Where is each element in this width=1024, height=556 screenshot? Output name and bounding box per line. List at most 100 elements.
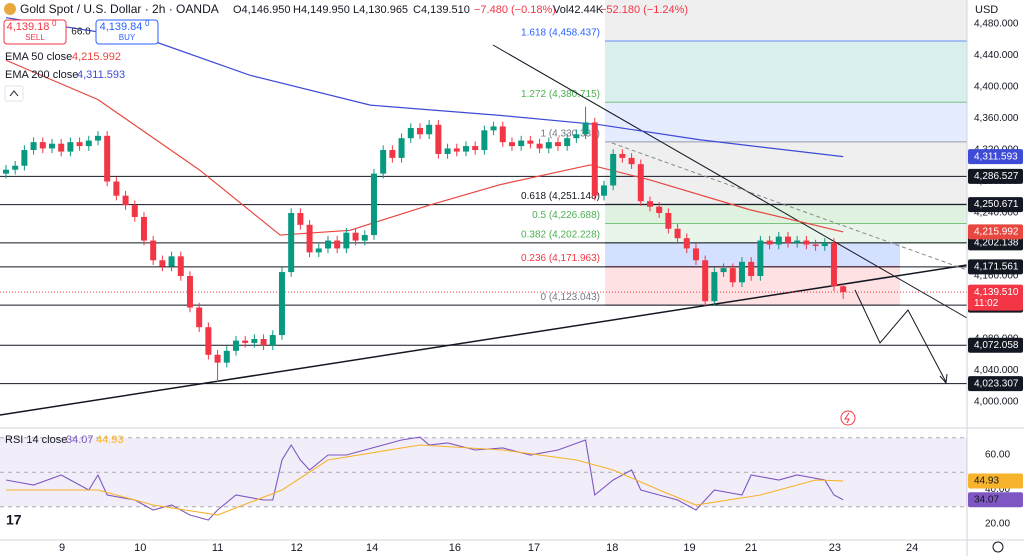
candle-body xyxy=(251,339,258,343)
alert-glyph[interactable] xyxy=(844,412,850,424)
candle-body xyxy=(242,340,249,343)
candle-body xyxy=(113,181,120,196)
x-tick-label: 24 xyxy=(906,542,918,554)
rsi-group xyxy=(0,436,967,521)
sell-sup[interactable]: 0 xyxy=(52,19,57,28)
y-tick-label: 4,040.000 xyxy=(974,365,1019,376)
rsi-line xyxy=(5,436,844,521)
candle-body xyxy=(812,244,819,247)
fib-label: 0.5 (4,226.688) xyxy=(532,210,600,221)
candle-body xyxy=(628,157,635,165)
candle-body xyxy=(564,138,571,147)
sell-price[interactable]: 4,139.18 xyxy=(7,21,50,33)
x-tick-label: 9 xyxy=(59,542,65,554)
level-badge-bg xyxy=(968,259,1023,275)
candle-body xyxy=(196,307,203,328)
buy-price[interactable]: 4,139.84 xyxy=(100,21,143,33)
symbol-title: Gold Spot / U.S. Dollar · 2h · OANDA xyxy=(20,2,219,16)
collapse-button[interactable] xyxy=(4,85,24,102)
candle-body xyxy=(490,126,497,131)
candle-body xyxy=(186,276,193,308)
candle-body xyxy=(453,148,460,152)
collapse-icon[interactable] xyxy=(9,90,19,97)
candle-body xyxy=(416,127,423,135)
x-tick-label: 14 xyxy=(366,542,378,554)
candle-body xyxy=(748,261,755,277)
buy-label[interactable]: BUY xyxy=(119,33,136,42)
sell-label[interactable]: SELL xyxy=(25,33,45,42)
candle-body xyxy=(205,327,212,355)
x-tick-label: 17 xyxy=(528,542,540,554)
x-tick-label: 19 xyxy=(683,542,695,554)
candle-body xyxy=(720,268,727,273)
volume: Vol42.44K xyxy=(553,4,604,16)
ohlc-low: L4,130.965 xyxy=(353,4,408,16)
buy-sup[interactable]: 0 xyxy=(145,19,150,28)
candle-body xyxy=(527,140,534,144)
candle-body xyxy=(481,130,488,151)
projection-path xyxy=(854,289,947,383)
candle-body xyxy=(591,122,598,196)
ema-badge-bg xyxy=(968,149,1023,165)
candle-body xyxy=(324,240,331,249)
settings-icon[interactable] xyxy=(992,541,1004,553)
fib-band xyxy=(605,102,967,142)
candle-body xyxy=(94,135,101,141)
level-badge: 4,250.671 xyxy=(974,199,1019,210)
rsi-badge-bg xyxy=(968,492,1023,508)
y-tick-label: 4,240.000 xyxy=(974,208,1019,219)
candle-body xyxy=(12,165,19,170)
candle-body xyxy=(288,213,295,273)
lines-group xyxy=(0,17,967,293)
alert-icon[interactable] xyxy=(840,410,856,426)
level-badge: 4,171.561 xyxy=(974,262,1019,273)
candle-body xyxy=(131,205,138,217)
candle-body xyxy=(462,146,469,152)
spread: 66.0 xyxy=(71,27,91,38)
tv-logo: 17 xyxy=(6,512,22,528)
candle-body xyxy=(444,148,451,154)
fib-label: 0.618 (4,251.148) xyxy=(521,191,600,202)
x-tick-label: 11 xyxy=(212,542,223,554)
candle-body xyxy=(711,272,718,302)
candle-body xyxy=(269,335,276,346)
ema50-legend: EMA 50 close xyxy=(5,51,72,63)
candle-body xyxy=(665,213,672,229)
candle-body xyxy=(554,142,561,147)
candle-body xyxy=(380,150,387,174)
rsi-tick-label: 60.00 xyxy=(985,450,1010,461)
candle-body xyxy=(518,140,525,147)
buy-button[interactable] xyxy=(95,19,159,45)
candle-body xyxy=(30,142,37,151)
fib-label: 1 (4,330.333) xyxy=(541,129,601,140)
candle-body xyxy=(177,256,184,277)
candle-body xyxy=(278,272,285,336)
level-badge-bg xyxy=(968,197,1023,213)
fib-label: 1.618 (4,458.437) xyxy=(521,28,600,39)
level-badge: 4,023.307 xyxy=(974,378,1019,389)
y-tick-label: 4,400.000 xyxy=(974,82,1019,93)
candle-body xyxy=(361,235,368,241)
candle-body xyxy=(150,240,157,261)
y-tick-label: 4,440.000 xyxy=(974,50,1019,61)
badges-group: 4,286.5274,250.6714,202.1384,171.5614,12… xyxy=(968,149,1023,508)
candle-body xyxy=(637,164,644,202)
ema200-value: 4,311.593 xyxy=(77,69,125,81)
candle-body xyxy=(39,142,46,149)
candle-body xyxy=(315,248,322,253)
y-tick-label: 4,480.000 xyxy=(974,19,1019,30)
last-price-badge-bg xyxy=(968,284,1023,311)
candle-body xyxy=(76,142,83,147)
rsi-tick-label: 40.00 xyxy=(985,484,1010,495)
y-tick-label: 4,360.000 xyxy=(974,113,1019,124)
candle-body xyxy=(426,124,433,135)
sell-button[interactable] xyxy=(3,19,67,45)
x-tick-label: 12 xyxy=(291,542,303,554)
candle-body xyxy=(738,261,745,283)
candle-body xyxy=(821,242,828,247)
support-trendline xyxy=(0,264,968,416)
x-tick-label: 18 xyxy=(606,542,618,554)
ema-line xyxy=(5,59,844,236)
drawings xyxy=(0,44,968,416)
rsi-badge: 34.07 xyxy=(974,494,999,505)
